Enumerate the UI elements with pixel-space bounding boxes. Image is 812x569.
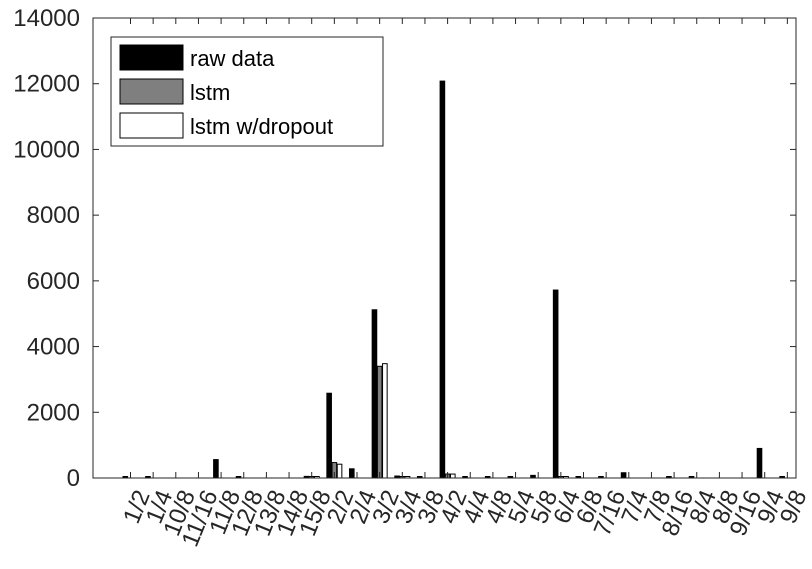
y-tick-label: 6000 (27, 268, 80, 295)
bar-lstm-3-2 (376, 365, 383, 479)
bar-raw-data-6-4 (552, 289, 559, 479)
bar-raw-data-9-4 (756, 447, 763, 479)
y-tick-label: 12000 (13, 71, 80, 98)
legend-swatch (119, 78, 184, 105)
legend: raw data lstm lstm w/dropout (110, 36, 384, 147)
bar-lstm-w-dropout-3-2 (382, 363, 388, 479)
bar-raw-data-2-2 (326, 392, 332, 479)
y-axis-ticks: 0 2000 4000 6000 8000 10000 12000 14000 (13, 5, 796, 492)
legend-swatch (119, 44, 184, 71)
y-tick-label: 4000 (27, 334, 80, 361)
bar-raw-data-4-2 (439, 80, 446, 479)
legend-swatch (119, 112, 184, 139)
legend-label: raw data (190, 46, 275, 71)
y-tick-label: 2000 (27, 399, 80, 426)
y-tick-label: 8000 (27, 202, 80, 229)
y-tick-label: 0 (67, 465, 80, 492)
bar-raw-data-7-4 (620, 472, 627, 479)
plot-area-border (92, 17, 797, 479)
bar-raw-data-3-2 (371, 309, 378, 479)
x-axis-ticks: 1/21/410/811/1611/812/813/814/815/82/22/… (118, 18, 812, 551)
bar-raw-data-2-4 (349, 468, 355, 479)
bar-lstm-w-dropout-2-2 (336, 463, 343, 479)
legend-label: lstm (190, 80, 230, 105)
bar-raw-data-11-8 (213, 459, 219, 479)
bar-lstm-w-dropout-4-2 (450, 473, 456, 479)
y-tick-label: 14000 (13, 5, 80, 32)
y-tick-label: 10000 (13, 136, 80, 163)
legend-label: lstm w/dropout (190, 114, 333, 139)
